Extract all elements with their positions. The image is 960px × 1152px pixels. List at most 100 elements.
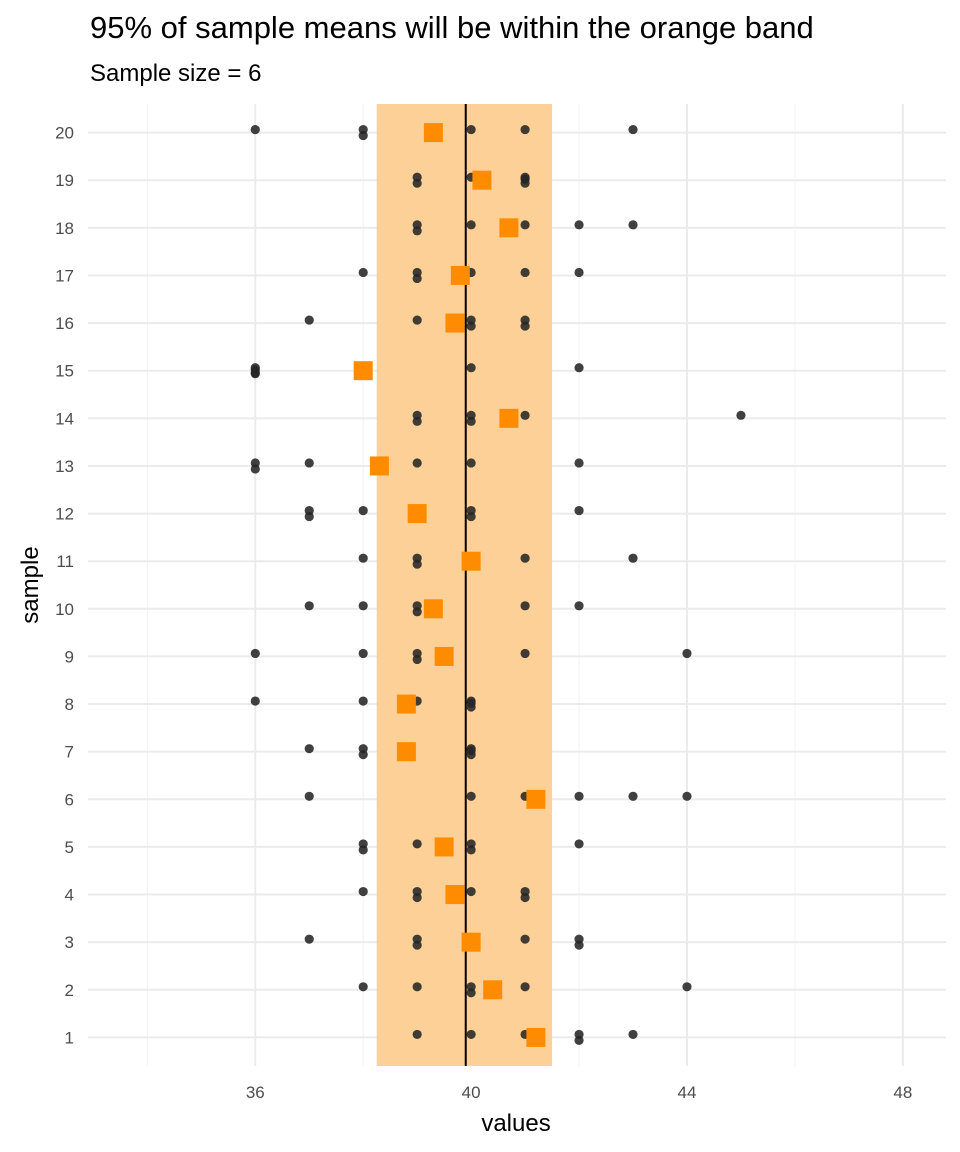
sample-point: [358, 553, 368, 563]
sample-point: [520, 410, 530, 420]
sample-point: [520, 321, 530, 331]
y-tick-label: 6: [65, 790, 74, 809]
sample-point: [574, 1035, 584, 1046]
sample-mean-marker: [423, 123, 443, 143]
sample-mean-marker: [483, 980, 503, 1000]
y-tick-label: 9: [65, 647, 74, 666]
sample-point: [412, 416, 422, 426]
sample-point: [466, 1029, 476, 1040]
sample-point: [412, 458, 422, 468]
sample-mean-marker: [434, 646, 454, 666]
sample-point: [304, 315, 314, 325]
sample-point: [358, 696, 368, 706]
sample-point: [358, 601, 368, 611]
minor-gridlines: [146, 104, 796, 1066]
sample-point: [412, 654, 422, 665]
sample-point: [520, 648, 530, 659]
y-tick-label: 3: [65, 933, 74, 952]
sample-point: [304, 511, 314, 522]
chart-title: 95% of sample means will be within the o…: [90, 10, 814, 45]
sample-mean-marker: [445, 885, 465, 905]
sample-mean-marker: [445, 313, 465, 333]
sample-point: [520, 220, 530, 230]
sample-point: [250, 124, 260, 135]
sample-point: [520, 553, 530, 563]
sample-point: [466, 886, 476, 897]
sample-point: [358, 505, 368, 516]
y-tick-label: 8: [65, 695, 74, 714]
sample-mean-marker: [353, 361, 373, 381]
sample-point: [574, 267, 584, 278]
sample-point: [520, 174, 530, 184]
x-tick-label: 44: [678, 1083, 697, 1102]
y-tick-label: 17: [55, 266, 74, 285]
y-tick-label: 14: [55, 409, 74, 428]
sample-point: [466, 988, 476, 998]
sample-means-layer: [353, 123, 546, 1047]
sample-point: [250, 648, 260, 659]
sample-mean-marker: [526, 789, 546, 809]
sample-point: [412, 1029, 422, 1040]
sample-point: [574, 458, 584, 468]
y-tick-label: 18: [55, 219, 74, 238]
y-tick-label: 19: [55, 171, 74, 190]
y-tick-label: 20: [55, 124, 74, 143]
sample-point: [736, 410, 746, 420]
sample-point: [358, 267, 368, 278]
y-tick-label: 4: [65, 886, 74, 905]
y-tick-label: 1: [65, 1028, 74, 1047]
sample-mean-marker: [423, 599, 443, 619]
sample-point: [574, 791, 584, 801]
sample-point: [466, 321, 476, 331]
sample-point: [628, 220, 638, 230]
sample-point: [574, 601, 584, 611]
x-tick-label: 40: [462, 1083, 481, 1102]
sample-point: [682, 982, 692, 992]
sample-point: [358, 982, 368, 992]
sample-mean-marker: [450, 265, 470, 285]
sample-point: [412, 982, 422, 992]
sample-point: [412, 607, 422, 617]
sample-point: [466, 363, 476, 373]
x-axis-title: values: [481, 1110, 550, 1137]
sample-point: [574, 220, 584, 230]
sample-point: [466, 746, 476, 756]
sample-point: [358, 845, 368, 855]
x-tick-label: 36: [246, 1083, 265, 1102]
y-tick-label: 12: [55, 505, 74, 524]
y-tick-label: 16: [55, 314, 74, 333]
sample-point: [682, 648, 692, 659]
sample-mean-marker: [526, 1027, 546, 1047]
sample-point: [628, 1029, 638, 1040]
sample-point: [466, 458, 476, 468]
sample-point: [250, 464, 260, 474]
sample-mean-marker: [369, 456, 389, 476]
sample-point: [304, 601, 314, 611]
sample-mean-marker: [461, 932, 481, 952]
sample-point: [682, 791, 692, 801]
sample-point: [574, 363, 584, 373]
sample-point: [628, 124, 638, 135]
sample-point: [358, 130, 368, 141]
chart-subtitle: Sample size = 6: [90, 60, 262, 87]
sample-point: [466, 124, 476, 135]
sample-point: [520, 267, 530, 278]
sample-point: [466, 845, 476, 855]
sample-point: [520, 982, 530, 992]
sample-mean-marker: [499, 408, 519, 428]
sample-point: [358, 648, 368, 659]
sample-point: [466, 220, 476, 230]
sample-point: [250, 368, 260, 378]
sample-points-layer: [250, 124, 746, 1046]
sample-mean-marker: [461, 551, 481, 571]
sample-point: [574, 940, 584, 950]
x-axis-ticks: 36 40 44 48: [246, 1083, 912, 1102]
sample-point: [304, 934, 314, 944]
sample-mean-marker: [396, 742, 416, 762]
sample-point: [574, 505, 584, 516]
sample-point: [412, 273, 422, 284]
sample-point: [412, 559, 422, 569]
sample-point: [304, 791, 314, 801]
